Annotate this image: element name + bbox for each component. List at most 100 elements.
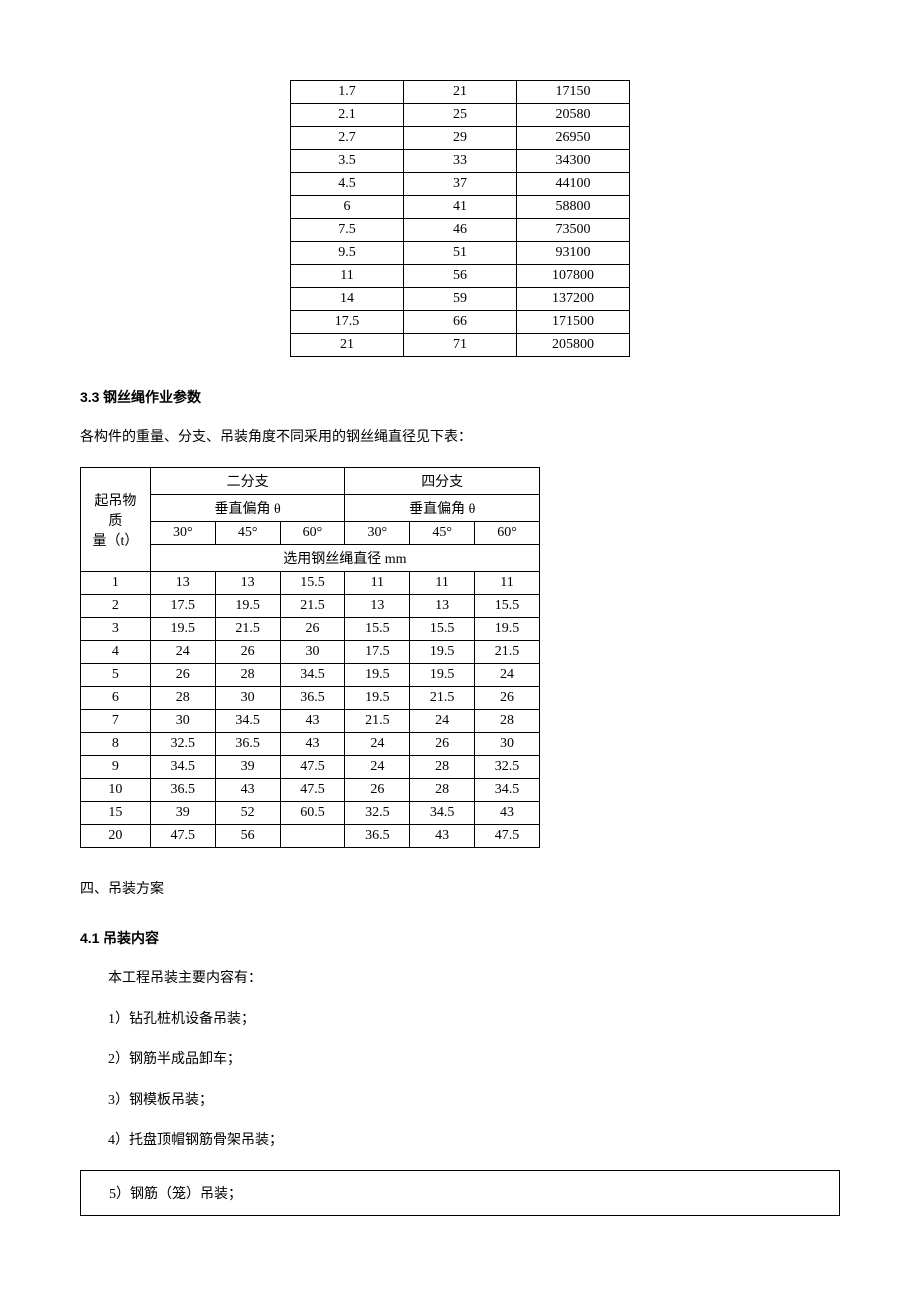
table-cell: 7.5	[291, 219, 404, 242]
angle-2-30: 30°	[150, 522, 215, 545]
table-cell: 28	[215, 664, 280, 687]
table-cell: 71	[404, 334, 517, 357]
table-cell: 8	[81, 733, 151, 756]
branch-2-header: 二分支	[150, 468, 345, 495]
table-cell: 21.5	[280, 595, 345, 618]
table-cell: 17.5	[150, 595, 215, 618]
table-cell: 205800	[517, 334, 630, 357]
table-row: 17.566171500	[291, 311, 630, 334]
table-row: 934.53947.5242832.5	[81, 756, 540, 779]
table-cell: 2.7	[291, 127, 404, 150]
table-cell: 29	[404, 127, 517, 150]
item-1: 1）钻孔桩机设备吊装；	[108, 1009, 840, 1031]
table-cell: 34.5	[410, 802, 475, 825]
table-cell: 28	[410, 756, 475, 779]
table-cell: 11	[345, 572, 410, 595]
table-cell: 5	[81, 664, 151, 687]
item-3: 3）钢模板吊装；	[108, 1090, 840, 1112]
table-cell: 73500	[517, 219, 630, 242]
table-row: 15395260.532.534.543	[81, 802, 540, 825]
table-cell: 21	[404, 81, 517, 104]
table-row: 5262834.519.519.524	[81, 664, 540, 687]
table-cell: 137200	[517, 288, 630, 311]
table-cell: 20580	[517, 104, 630, 127]
table-row: 7.54673500	[291, 219, 630, 242]
table-cell: 7	[81, 710, 151, 733]
table-cell: 21.5	[475, 641, 540, 664]
table-cell: 43	[475, 802, 540, 825]
table-cell: 47.5	[475, 825, 540, 848]
angle-4-45: 45°	[410, 522, 475, 545]
table-cell: 34.5	[150, 756, 215, 779]
table-cell: 26	[475, 687, 540, 710]
table-cell: 26	[150, 664, 215, 687]
table-cell: 19.5	[345, 664, 410, 687]
table-row: 2047.55636.54347.5	[81, 825, 540, 848]
table-row: 6283036.519.521.526	[81, 687, 540, 710]
section-3-3-number: 3.3	[80, 389, 99, 405]
table-cell: 56	[404, 265, 517, 288]
table-cell: 9.5	[291, 242, 404, 265]
table-row: 1131315.5111111	[81, 572, 540, 595]
col0-label-line1: 起吊物质	[89, 490, 142, 530]
table-cell: 17150	[517, 81, 630, 104]
table-cell: 24	[475, 664, 540, 687]
angle-4-30: 30°	[345, 522, 410, 545]
angle-4-60: 60°	[475, 522, 540, 545]
table-cell: 37	[404, 173, 517, 196]
table-cell: 60.5	[280, 802, 345, 825]
table-cell: 66	[404, 311, 517, 334]
table-row: 1156107800	[291, 265, 630, 288]
table-cell: 26950	[517, 127, 630, 150]
table-cell: 28	[150, 687, 215, 710]
table-cell: 24	[410, 710, 475, 733]
section-4-1-title: 吊装内容	[103, 932, 159, 947]
item-2: 2）钢筋半成品卸车；	[108, 1049, 840, 1071]
table-cell: 46	[404, 219, 517, 242]
table-row: 2171205800	[291, 334, 630, 357]
section-4-1-content: 本工程吊装主要内容有： 1）钻孔桩机设备吊装； 2）钢筋半成品卸车； 3）钢模板…	[108, 968, 840, 1152]
table-cell	[280, 825, 345, 848]
table-cell: 58800	[517, 196, 630, 219]
table2-body: 1131315.5111111217.519.521.5131315.5319.…	[81, 572, 540, 848]
section-4-1-intro: 本工程吊装主要内容有：	[108, 968, 840, 990]
table-cell: 33	[404, 150, 517, 173]
table-cell: 39	[215, 756, 280, 779]
unit-row: 选用钢丝绳直径 mm	[150, 545, 539, 572]
table-row: 319.521.52615.515.519.5	[81, 618, 540, 641]
table-cell: 26	[280, 618, 345, 641]
table-cell: 2	[81, 595, 151, 618]
table-cell: 56	[215, 825, 280, 848]
table-cell: 19.5	[410, 664, 475, 687]
angle-2-45: 45°	[215, 522, 280, 545]
table-cell: 43	[280, 710, 345, 733]
angle-label-2: 垂直偏角 θ	[150, 495, 345, 522]
table-row: 1459137200	[291, 288, 630, 311]
table-cell: 30	[475, 733, 540, 756]
table-cell: 19.5	[215, 595, 280, 618]
table-cell: 6	[291, 196, 404, 219]
table-row: 2.12520580	[291, 104, 630, 127]
table-row: 9.55193100	[291, 242, 630, 265]
table-cell: 15.5	[475, 595, 540, 618]
table-cell: 30	[280, 641, 345, 664]
table-cell: 59	[404, 288, 517, 311]
table2-col0-header: 起吊物质 量（t）	[81, 468, 151, 572]
table-row: 4.53744100	[291, 173, 630, 196]
table-row: 64158800	[291, 196, 630, 219]
table-cell: 21	[291, 334, 404, 357]
table-row: 2.72926950	[291, 127, 630, 150]
item-5: 5）钢筋（笼）吊装；	[109, 1187, 242, 1202]
table-cell: 34.5	[475, 779, 540, 802]
table-cell: 171500	[517, 311, 630, 334]
section-3-3-heading: 3.3 钢丝绳作业参数	[80, 387, 840, 407]
table-cell: 15	[81, 802, 151, 825]
table-cell: 1.7	[291, 81, 404, 104]
table-cell: 44100	[517, 173, 630, 196]
table-cell: 32.5	[475, 756, 540, 779]
table-cell: 34.5	[280, 664, 345, 687]
table-cell: 6	[81, 687, 151, 710]
section-4-1-number: 4.1	[80, 930, 99, 946]
table-cell: 9	[81, 756, 151, 779]
section-4-heading: 四、吊装方案	[80, 878, 840, 898]
